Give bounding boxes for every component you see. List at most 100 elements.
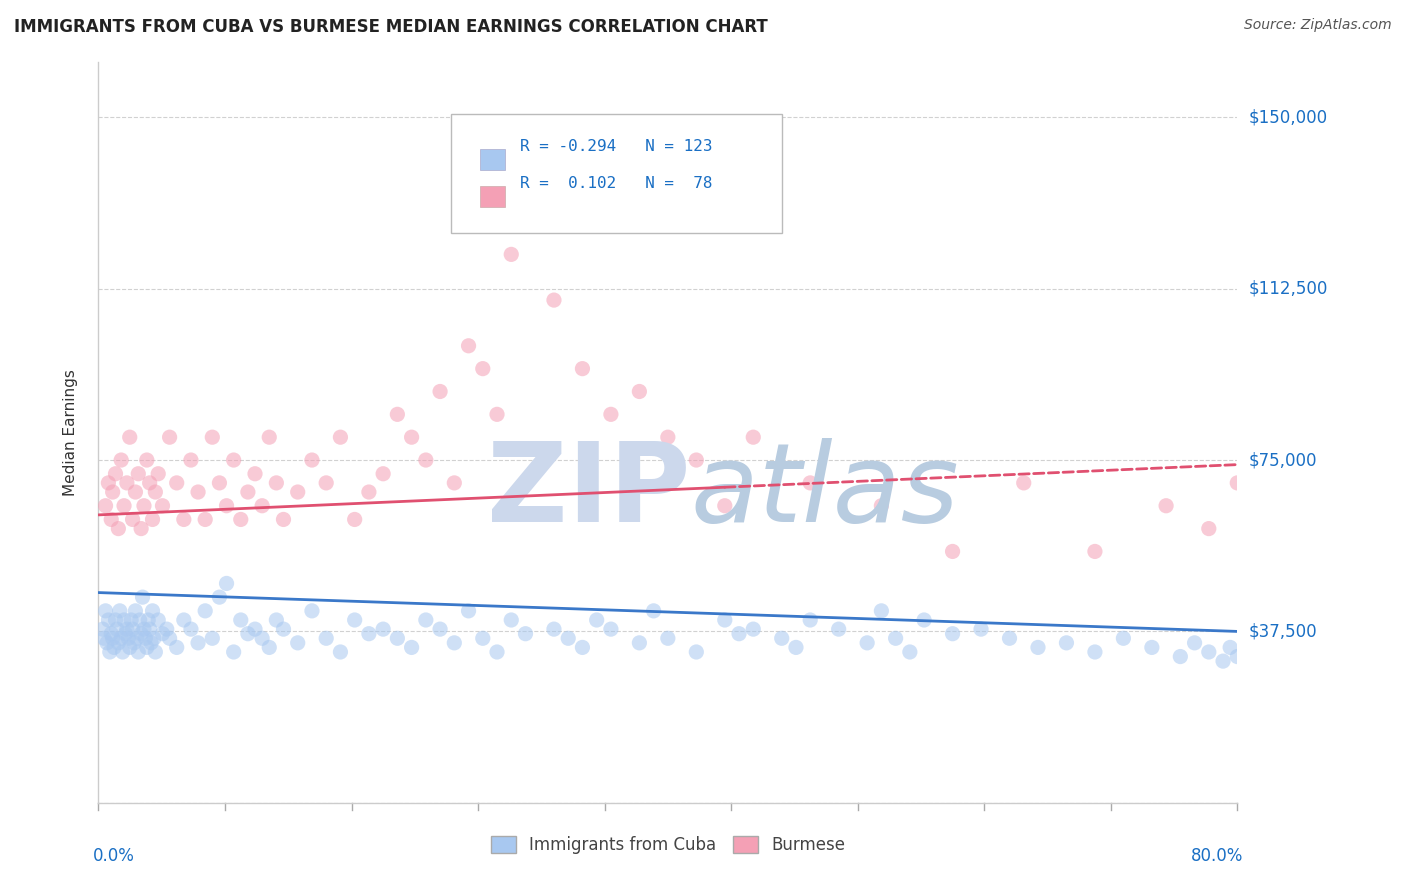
Point — [97, 613, 120, 627]
Point — [1084, 544, 1107, 558]
Point — [117, 632, 139, 646]
Point — [236, 626, 259, 640]
Point — [152, 626, 174, 640]
Point — [107, 522, 129, 536]
Point — [259, 430, 281, 444]
Point — [1382, 658, 1405, 673]
Point — [243, 467, 266, 481]
Point — [1326, 544, 1348, 558]
Point — [1226, 475, 1249, 490]
Point — [121, 512, 143, 526]
Point — [600, 408, 623, 422]
Point — [1284, 663, 1306, 677]
Text: ZIP: ZIP — [488, 438, 690, 545]
Point — [856, 636, 879, 650]
Text: $37,500: $37,500 — [1249, 623, 1317, 640]
Point — [208, 590, 231, 604]
Point — [125, 632, 148, 646]
Point — [259, 640, 281, 655]
Point — [273, 512, 295, 526]
Point — [912, 613, 935, 627]
FancyBboxPatch shape — [451, 114, 782, 233]
Point — [657, 430, 679, 444]
Point — [180, 453, 202, 467]
Point — [571, 640, 593, 655]
Point — [110, 453, 132, 467]
Point — [315, 475, 337, 490]
Point — [457, 339, 479, 353]
Point — [114, 626, 136, 640]
Point — [571, 361, 593, 376]
Point — [148, 467, 170, 481]
Point — [585, 613, 607, 627]
Point — [118, 430, 141, 444]
Point — [229, 512, 252, 526]
Point — [1254, 645, 1277, 659]
Point — [870, 499, 893, 513]
Point — [236, 485, 259, 500]
Point — [1184, 636, 1206, 650]
Point — [828, 622, 851, 636]
Point — [215, 499, 238, 513]
Point — [127, 467, 149, 481]
Point — [457, 604, 479, 618]
Point — [501, 247, 523, 261]
Point — [1240, 658, 1263, 673]
Point — [543, 293, 565, 307]
Point — [1198, 522, 1220, 536]
Point — [1026, 640, 1049, 655]
Point — [1398, 668, 1406, 682]
Point — [1219, 640, 1241, 655]
Point — [110, 632, 132, 646]
Point — [1140, 640, 1163, 655]
Point — [145, 485, 167, 500]
Point — [129, 626, 152, 640]
Point — [98, 645, 121, 659]
Text: 0.0%: 0.0% — [93, 847, 135, 865]
Point — [120, 613, 142, 627]
Point — [600, 622, 623, 636]
Point — [141, 512, 163, 526]
Text: Source: ZipAtlas.com: Source: ZipAtlas.com — [1244, 18, 1392, 32]
Point — [122, 636, 145, 650]
Point — [287, 485, 309, 500]
Point — [543, 622, 565, 636]
Point — [742, 430, 765, 444]
Point — [301, 453, 323, 467]
Point — [152, 499, 174, 513]
Point — [141, 604, 163, 618]
Point — [315, 632, 337, 646]
Point — [100, 512, 122, 526]
Point — [112, 613, 135, 627]
Point — [121, 622, 143, 636]
Point — [148, 613, 170, 627]
Point — [1170, 649, 1192, 664]
Point — [201, 430, 224, 444]
Point — [371, 467, 394, 481]
Point — [443, 636, 465, 650]
Point — [742, 622, 765, 636]
Point — [111, 645, 134, 659]
Point — [194, 604, 217, 618]
Point — [942, 626, 965, 640]
Point — [799, 475, 821, 490]
Point — [799, 613, 821, 627]
Point — [557, 632, 579, 646]
Point — [229, 613, 252, 627]
Point — [142, 632, 165, 646]
Point — [1312, 658, 1334, 673]
Point — [401, 640, 423, 655]
Point — [685, 453, 707, 467]
Point — [145, 645, 167, 659]
Point — [243, 622, 266, 636]
Point — [222, 645, 245, 659]
Point — [515, 202, 537, 216]
Point — [104, 613, 127, 627]
Point — [343, 512, 366, 526]
Text: $112,500: $112,500 — [1249, 280, 1329, 298]
Point — [329, 430, 352, 444]
Point — [273, 622, 295, 636]
Point — [371, 622, 394, 636]
Text: atlas: atlas — [690, 438, 959, 545]
Point — [429, 384, 451, 399]
